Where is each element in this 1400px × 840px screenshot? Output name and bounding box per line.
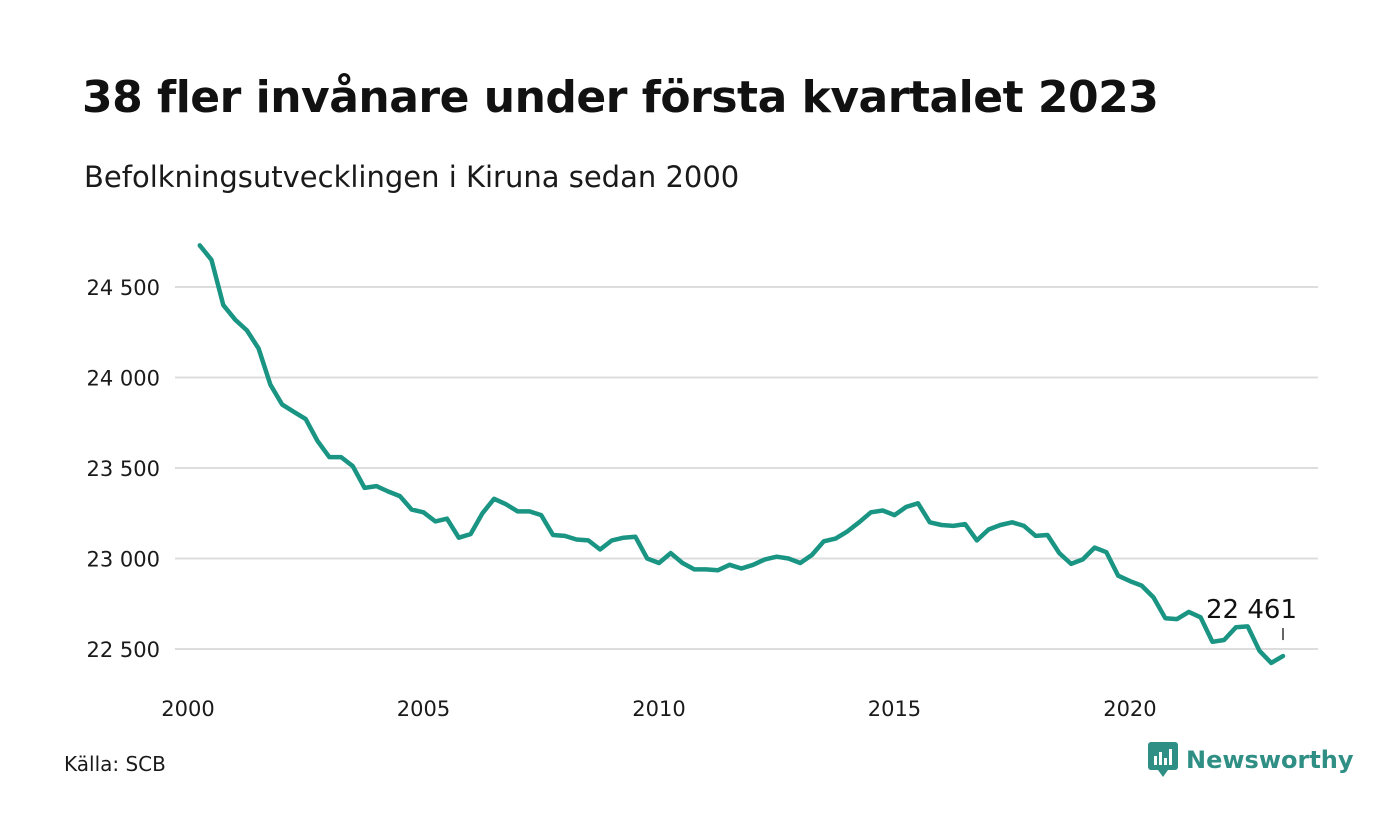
brand-name: Newsworthy (1186, 746, 1354, 774)
chart-title: 38 fler invånare under första kvartalet … (82, 72, 1159, 123)
chart-subtitle: Befolkningsutvecklingen i Kiruna sedan 2… (84, 160, 740, 194)
x-tick-label: 2000 (161, 697, 214, 721)
brand-logo: Newsworthy (1148, 742, 1354, 778)
end-value-label: 22 461 (1206, 595, 1297, 625)
y-tick-label: 22 500 (87, 638, 160, 662)
x-tick-label: 2005 (397, 697, 450, 721)
y-tick-label: 23 000 (87, 548, 160, 572)
x-tick-label: 2010 (632, 697, 685, 721)
series-line (197, 243, 1286, 666)
y-tick-label: 24 000 (87, 367, 160, 391)
newsworthy-logo-icon (1148, 742, 1178, 777)
y-tick-label: 23 500 (87, 457, 160, 481)
y-tick-label: 24 500 (87, 276, 160, 300)
source-note: Källa: SCB (64, 752, 166, 776)
x-tick-label: 2020 (1103, 697, 1156, 721)
x-tick-label: 2015 (868, 697, 921, 721)
